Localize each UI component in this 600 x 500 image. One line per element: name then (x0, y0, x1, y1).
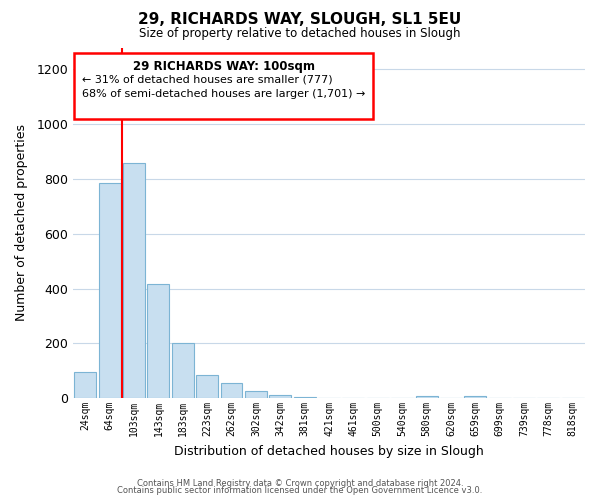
Bar (245, 392, 267, 398)
X-axis label: Distribution of detached houses by size in Slough: Distribution of detached houses by size … (174, 444, 484, 458)
Text: Contains public sector information licensed under the Open Government Licence v3: Contains public sector information licen… (118, 486, 482, 495)
FancyBboxPatch shape (74, 53, 373, 118)
Y-axis label: Number of detached properties: Number of detached properties (15, 124, 28, 322)
Bar (416, 396, 437, 398)
Text: Size of property relative to detached houses in Slough: Size of property relative to detached ho… (139, 28, 461, 40)
Text: 29, RICHARDS WAY, SLOUGH, SL1 5EU: 29, RICHARDS WAY, SLOUGH, SL1 5EU (139, 12, 461, 28)
Text: Contains HM Land Registry data © Crown copyright and database right 2024.: Contains HM Land Registry data © Crown c… (137, 478, 463, 488)
Bar (221, 383, 242, 398)
Text: 29 RICHARDS WAY: 100sqm: 29 RICHARDS WAY: 100sqm (133, 60, 314, 73)
Bar (196, 375, 218, 398)
Bar (123, 162, 145, 398)
Text: 68% of semi-detached houses are larger (1,701) →: 68% of semi-detached houses are larger (… (82, 88, 365, 99)
Bar (464, 396, 486, 398)
Bar (148, 284, 169, 398)
Bar (293, 397, 316, 398)
Bar (74, 372, 96, 398)
Bar (269, 396, 291, 398)
Bar (172, 344, 194, 398)
Text: ← 31% of detached houses are smaller (777): ← 31% of detached houses are smaller (77… (82, 75, 332, 85)
Bar (98, 183, 121, 398)
